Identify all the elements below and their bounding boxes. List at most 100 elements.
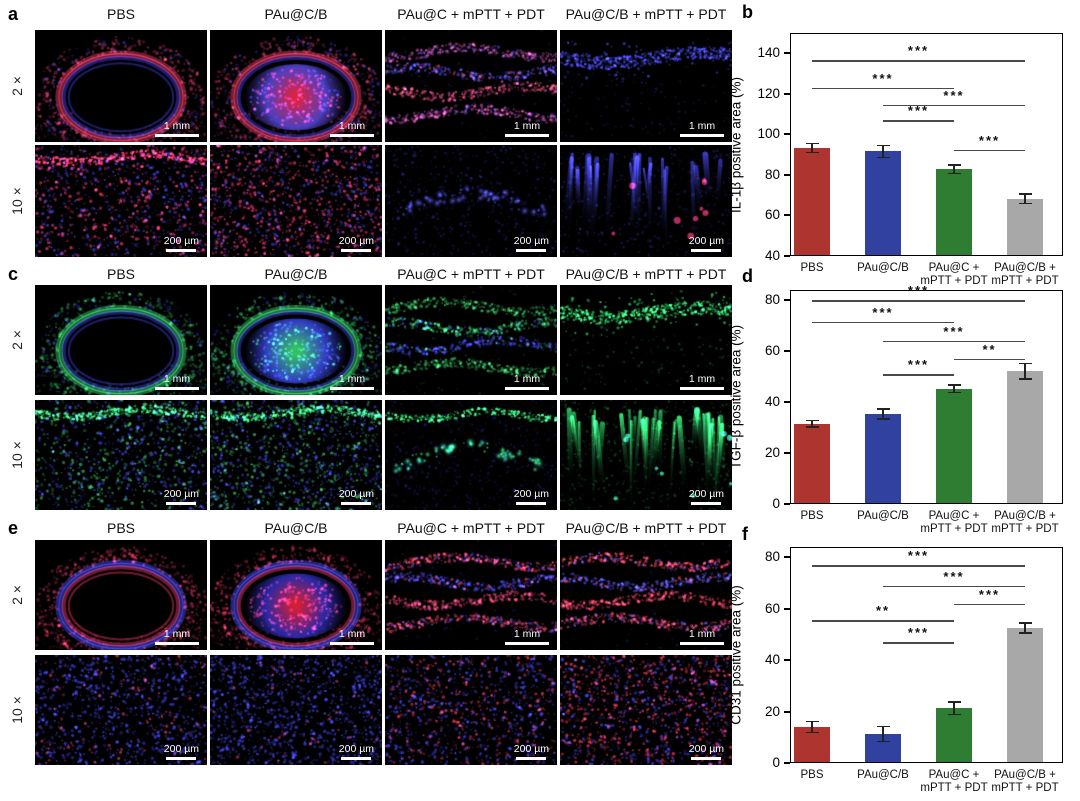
micrograph-image xyxy=(385,400,557,510)
y-tick-mark xyxy=(784,503,790,505)
scale-bar-line xyxy=(505,642,549,645)
y-tick-mark xyxy=(784,173,790,176)
error-bar-cap xyxy=(947,713,961,716)
significance-line xyxy=(812,321,954,324)
bar xyxy=(936,169,972,255)
micrograph: 200 µm xyxy=(560,655,732,765)
scale-bar-line xyxy=(330,642,374,645)
scale-bar: 200 µm xyxy=(689,235,724,252)
column-title: PBS xyxy=(106,520,135,536)
bar xyxy=(794,148,830,255)
panel-letter-e: e xyxy=(8,518,19,538)
significance-line xyxy=(883,642,954,644)
significance-line xyxy=(883,120,954,122)
micrograph-image xyxy=(210,655,382,765)
micrograph-image xyxy=(210,145,382,257)
scale-bar: 200 µm xyxy=(689,743,724,760)
plot-area xyxy=(790,33,1063,256)
micrograph-image xyxy=(385,655,557,765)
panel-letter-b: b xyxy=(742,2,753,22)
scale-bar: 1 mm xyxy=(330,628,374,645)
y-tick-mark xyxy=(784,92,790,95)
micrograph-image xyxy=(560,285,732,395)
scale-bar-line xyxy=(691,757,722,760)
scale-bar: 1 mm xyxy=(330,120,374,137)
scale-bar-label: 1 mm xyxy=(338,628,366,640)
scale-bar-label: 200 µm xyxy=(338,235,374,247)
micrograph: 1 mm xyxy=(210,285,382,395)
bar xyxy=(794,423,830,503)
significance-line xyxy=(812,60,1025,62)
error-bar-cap xyxy=(1018,202,1032,205)
scale-bar-label: 200 µm xyxy=(513,488,549,500)
x-category-label: PAu@C/B + mPTT + PDT xyxy=(991,769,1059,794)
scale-bar: 200 µm xyxy=(514,743,549,760)
panel-letter-f: f xyxy=(742,524,748,544)
scale-bar-line xyxy=(330,387,374,390)
significance-line xyxy=(954,358,1025,361)
column-title: PBS xyxy=(106,6,135,22)
scale-bar: 200 µm xyxy=(689,488,724,505)
y-tick-mark xyxy=(784,452,790,455)
significance-line xyxy=(883,374,954,376)
x-category-label: PAu@C + mPTT + PDT xyxy=(920,262,988,287)
significance-stars: *** xyxy=(907,357,930,373)
y-tick-label: 100 xyxy=(757,126,780,142)
y-tick-mark xyxy=(784,401,790,404)
error-bar-stem xyxy=(1024,193,1026,204)
column-title: PAu@C/B xyxy=(264,266,328,282)
scale-bar-label: 200 µm xyxy=(163,743,199,755)
magnification-label: 10 × xyxy=(4,145,30,257)
magnification-text: 10 × xyxy=(9,696,26,724)
x-category-label: PBS xyxy=(800,510,824,522)
scale-bar-label: 200 µm xyxy=(513,743,549,755)
scale-bar-label: 200 µm xyxy=(338,743,374,755)
column-title: PBS xyxy=(106,266,135,282)
x-category-label: PAu@C/B + mPTT + PDT xyxy=(991,510,1059,535)
significance-stars: *** xyxy=(943,568,965,584)
error-bar-cap xyxy=(805,426,819,428)
scale-bar-line xyxy=(680,134,724,137)
panel-letter-c: c xyxy=(8,264,19,284)
y-tick-mark xyxy=(784,350,790,353)
micrograph-image xyxy=(385,285,557,395)
scale-bar: 200 µm xyxy=(164,488,199,505)
column-title: PAu@C + mPTT + PDT xyxy=(397,266,545,282)
scale-bar-label: 1 mm xyxy=(338,373,366,385)
error-bar-stem xyxy=(1024,623,1026,633)
error-bar-stem xyxy=(811,143,813,153)
micrograph: 200 µm xyxy=(210,400,382,510)
magnification-label: 2 × xyxy=(4,540,30,650)
scale-bar-label: 200 µm xyxy=(688,235,724,247)
micrograph: 200 µm xyxy=(35,655,207,765)
bar xyxy=(936,708,972,762)
y-tick-label: 120 xyxy=(757,85,780,101)
panel-letter-d: d xyxy=(742,266,753,286)
error-bar-cap xyxy=(805,142,819,145)
micrograph-image xyxy=(385,145,557,257)
scale-bar: 1 mm xyxy=(680,120,724,137)
panel-letter-a: a xyxy=(8,4,19,24)
x-category-label: PAu@C + mPTT + PDT xyxy=(920,510,988,535)
micrograph: 1 mm xyxy=(560,285,732,395)
error-bar-cap xyxy=(1018,378,1032,380)
significance-stars: *** xyxy=(907,625,930,641)
micrograph: 200 µm xyxy=(210,655,382,765)
error-bar-cap xyxy=(947,164,961,166)
scale-bar-line xyxy=(166,502,197,505)
scale-bar: 200 µm xyxy=(164,743,199,760)
y-tick-label: 140 xyxy=(757,45,780,61)
scale-bar-line xyxy=(341,757,372,760)
scale-bar-line xyxy=(341,249,372,252)
scale-bar: 200 µm xyxy=(339,235,374,252)
scale-bar-line xyxy=(155,387,199,390)
significance-line xyxy=(883,585,1025,588)
y-tick-label: 40 xyxy=(764,652,780,668)
error-bar-cap xyxy=(876,144,890,147)
magnification-label: 2 × xyxy=(4,30,30,142)
micrograph-image xyxy=(35,540,207,650)
significance-stars: *** xyxy=(978,586,1001,602)
y-tick-label: 60 xyxy=(764,207,780,223)
significance-line xyxy=(812,565,1025,567)
